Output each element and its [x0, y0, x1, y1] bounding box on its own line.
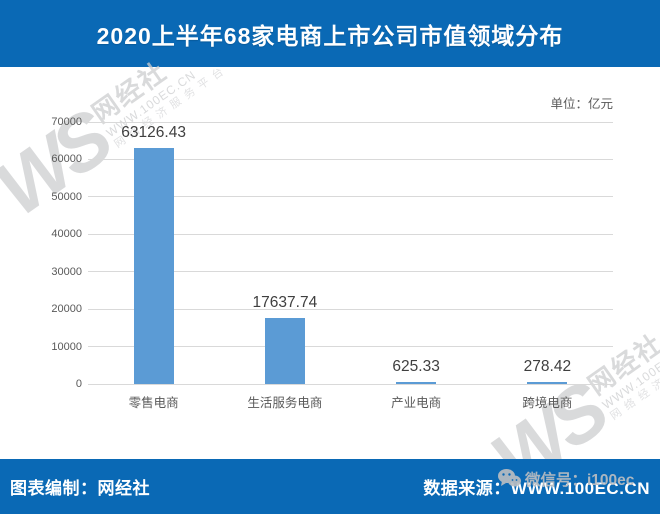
- gridline: [88, 271, 613, 273]
- bar: [396, 381, 437, 384]
- gridline: [88, 121, 613, 123]
- page-title: 2020上半年68家电商上市公司市值领域分布: [96, 22, 564, 49]
- bar-value-label: 63126.43: [121, 123, 186, 141]
- bar-value-label: 17637.74: [252, 293, 318, 311]
- bar: [133, 147, 174, 384]
- bar-chart-plot-area: 0 10000 20000 30000 40000 50000 60000 70000 6312…: [51, 116, 613, 410]
- gridline: [88, 346, 613, 348]
- bar-value-label: 625.33: [392, 357, 440, 375]
- footer-banner: 图表编制：网经社 数据来源：WWW.100EC.CN: [0, 459, 660, 514]
- bar: [527, 382, 568, 384]
- gridline: [88, 308, 613, 310]
- y-tick-label: 60000: [51, 153, 82, 166]
- x-category-label: 产业电商: [391, 396, 442, 410]
- unit-label: 单位：亿元: [550, 97, 613, 111]
- bar: [264, 318, 305, 384]
- x-category-label: 跨境电商: [522, 396, 573, 410]
- bar-value-label: 278.42: [523, 358, 572, 375]
- header-banner: 2020上半年68家电商上市公司市值领域分布: [0, 0, 660, 67]
- y-tick-label: 40000: [51, 228, 82, 241]
- y-tick-label: 20000: [51, 303, 82, 316]
- x-category-label: 零售电商: [128, 396, 179, 410]
- y-tick-label: 0: [75, 378, 82, 390]
- y-tick-label: 50000: [51, 190, 82, 203]
- y-tick-label: 10000: [51, 340, 82, 353]
- x-category-label: 生活服务电商: [247, 396, 323, 410]
- data-source-credit: 数据来源：WWW.100EC.CN: [423, 479, 650, 498]
- y-tick-label: 30000: [51, 265, 82, 278]
- gridline: [88, 233, 613, 235]
- gridline: [88, 196, 613, 198]
- y-tick-label: 70000: [51, 116, 82, 128]
- chart-author-credit: 图表编制：网经社: [10, 479, 150, 498]
- gridline: [88, 383, 613, 385]
- gridline: [88, 158, 613, 160]
